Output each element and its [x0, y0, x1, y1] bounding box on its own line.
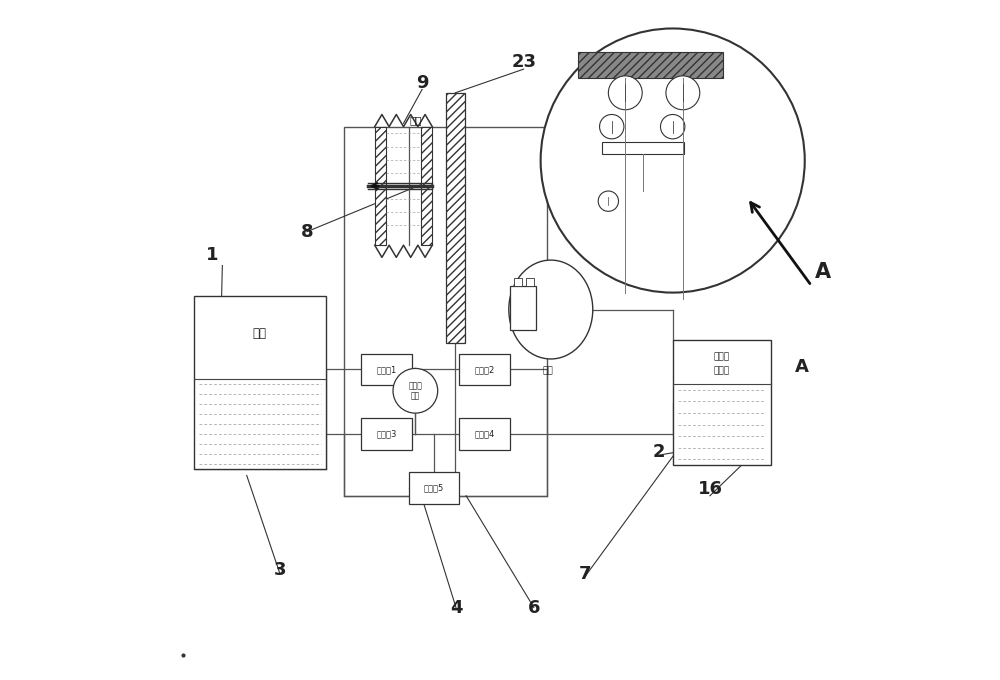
- Bar: [375, 126, 386, 245]
- Circle shape: [666, 76, 700, 109]
- Text: 固定滑轮1: 固定滑轮1: [612, 200, 635, 209]
- Circle shape: [598, 191, 619, 211]
- Text: 23: 23: [511, 53, 536, 71]
- Text: 恒压配: 恒压配: [713, 352, 730, 362]
- Text: 固定滑轮3: 固定滑轮3: [686, 69, 710, 78]
- Bar: [409, 472, 459, 504]
- Text: 16: 16: [697, 480, 722, 498]
- Text: 重水箱: 重水箱: [713, 366, 730, 375]
- Bar: [514, 277, 522, 286]
- Circle shape: [661, 114, 685, 139]
- Bar: [194, 296, 326, 469]
- Text: 齿轮双
向泵: 齿轮双 向泵: [408, 381, 422, 401]
- Text: 浮动滑轮2: 浮动滑轮2: [676, 122, 699, 131]
- Text: 电磁阀5: 电磁阀5: [424, 483, 444, 492]
- Text: 电磁阀3: 电磁阀3: [376, 429, 397, 439]
- Circle shape: [393, 369, 438, 413]
- Text: 3: 3: [274, 561, 286, 579]
- Bar: [510, 286, 536, 330]
- Text: A: A: [815, 262, 831, 282]
- Circle shape: [541, 29, 805, 292]
- Bar: [526, 277, 534, 286]
- Bar: [421, 126, 432, 245]
- Bar: [673, 340, 771, 465]
- Circle shape: [608, 76, 642, 109]
- Bar: [459, 418, 510, 449]
- Text: 波源: 波源: [542, 366, 553, 375]
- Text: 浮动滑轮1: 浮动滑轮1: [551, 122, 574, 131]
- Text: 9: 9: [416, 73, 428, 92]
- Bar: [578, 52, 723, 78]
- Bar: [361, 418, 412, 449]
- Ellipse shape: [509, 260, 593, 359]
- Text: 1: 1: [206, 246, 218, 265]
- Bar: [361, 354, 412, 386]
- Text: 水箱: 水箱: [253, 326, 267, 340]
- Text: 固定滑轮2: 固定滑轮2: [599, 69, 622, 78]
- Text: 8: 8: [301, 222, 313, 241]
- Bar: [459, 354, 510, 386]
- Text: 7: 7: [578, 564, 591, 583]
- Text: 4: 4: [450, 598, 462, 617]
- Text: 6: 6: [528, 598, 540, 617]
- Text: A: A: [794, 358, 808, 376]
- Bar: [344, 126, 547, 496]
- Text: 电磁阀2: 电磁阀2: [475, 365, 495, 374]
- Bar: [446, 92, 465, 343]
- Text: 2: 2: [653, 443, 665, 461]
- Bar: [602, 141, 684, 154]
- Text: 电磁阀4: 电磁阀4: [475, 429, 495, 439]
- Circle shape: [600, 114, 624, 139]
- Text: 电磁阀1: 电磁阀1: [376, 365, 397, 374]
- Text: 水袋: 水袋: [409, 115, 422, 125]
